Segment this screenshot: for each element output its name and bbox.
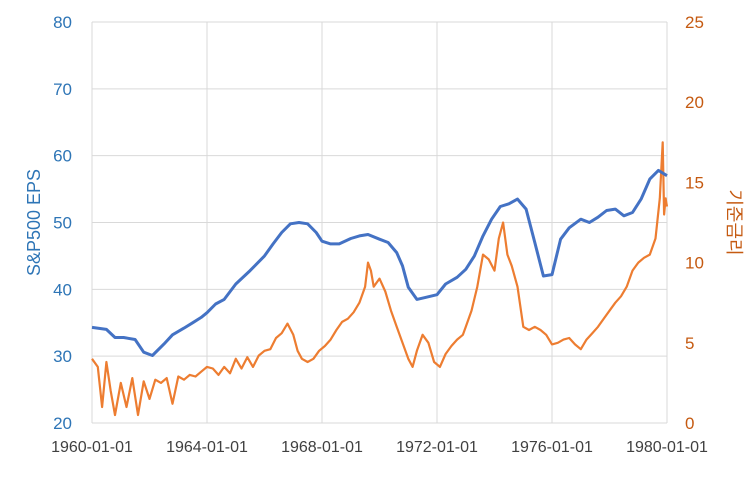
x-tick-label: 1964-01-01 [166, 439, 248, 456]
axes [91, 22, 668, 423]
y-axis-left-label: S&P500 EPS [24, 169, 44, 276]
y-right-tick-label: 20 [685, 93, 704, 112]
y-left-tick-label: 30 [53, 347, 72, 366]
y-left-tick-label: 60 [53, 147, 72, 166]
y-axis-right-label: 기준금리 [724, 189, 744, 255]
x-tick-label: 1972-01-01 [396, 439, 478, 456]
x-tick-label: 1976-01-01 [511, 439, 593, 456]
x-tick-label: 1960-01-01 [51, 439, 133, 456]
y-left-tick-label: 40 [53, 280, 72, 299]
y-right-tick-label: 0 [685, 414, 694, 433]
y-left-tick-label: 70 [53, 80, 72, 99]
y-left-tick-label: 50 [53, 214, 72, 233]
x-tick-label: 1980-01-01 [626, 439, 708, 456]
tick-labels: 20 30 40 50 60 70 80 0 5 10 15 20 25 1960-01-01 1964-0… [51, 13, 708, 456]
y-right-tick-label: 10 [685, 254, 704, 273]
y-left-tick-label: 20 [53, 414, 72, 433]
grid [91, 21, 668, 424]
x-tick-label: 1968-01-01 [281, 439, 363, 456]
series-line-rate [91, 141, 669, 417]
series-line-eps [91, 168, 668, 357]
y-right-tick-label: 25 [685, 13, 704, 32]
y-right-tick-label: 15 [685, 173, 704, 192]
y-left-tick-label: 80 [53, 13, 72, 32]
y-right-tick-label: 5 [685, 334, 694, 353]
series-layer [91, 141, 669, 417]
